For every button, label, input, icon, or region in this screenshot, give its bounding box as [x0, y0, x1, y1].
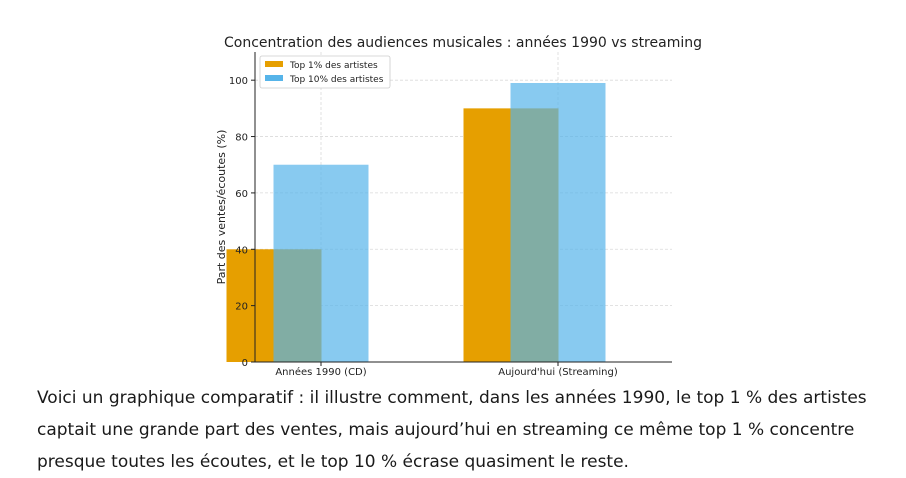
- legend-box: [259, 55, 391, 89]
- legend-label-top10: Top 10% des artistes: [289, 75, 384, 85]
- legend-swatch-top1: [265, 61, 283, 67]
- bar-top10-1: [510, 83, 606, 362]
- y-axis-label: Part des ventes/écoutes (%): [215, 130, 228, 285]
- bar-top10-0: [273, 164, 369, 362]
- legend: Top 1% des artistes Top 10% des artistes: [259, 55, 391, 89]
- y-ticks: 0 20 40 60 80 100: [229, 76, 255, 369]
- legend-label-top1: Top 1% des artistes: [289, 61, 378, 71]
- chart-title: Concentration des audiences musicales : …: [224, 35, 702, 51]
- y-tick-label: 0: [242, 358, 248, 369]
- x-tick-label: Aujourd'hui (Streaming): [498, 367, 618, 378]
- y-tick-label: 100: [229, 76, 248, 87]
- y-tick-label: 60: [235, 189, 248, 200]
- axes: [254, 52, 672, 363]
- bar-chart: Concentration des audiences musicales : …: [215, 35, 702, 378]
- y-tick-label: 80: [235, 133, 248, 144]
- x-ticks: Années 1990 (CD) Aujourd'hui (Streaming): [275, 362, 618, 378]
- x-tick-label: Années 1990 (CD): [275, 366, 366, 378]
- bars: [226, 83, 606, 362]
- legend-swatch-top10: [265, 75, 283, 81]
- y-tick-label: 20: [235, 302, 248, 313]
- caption-text: Voici un graphique comparatif : il illus…: [37, 388, 867, 472]
- y-tick-label: 40: [235, 245, 248, 256]
